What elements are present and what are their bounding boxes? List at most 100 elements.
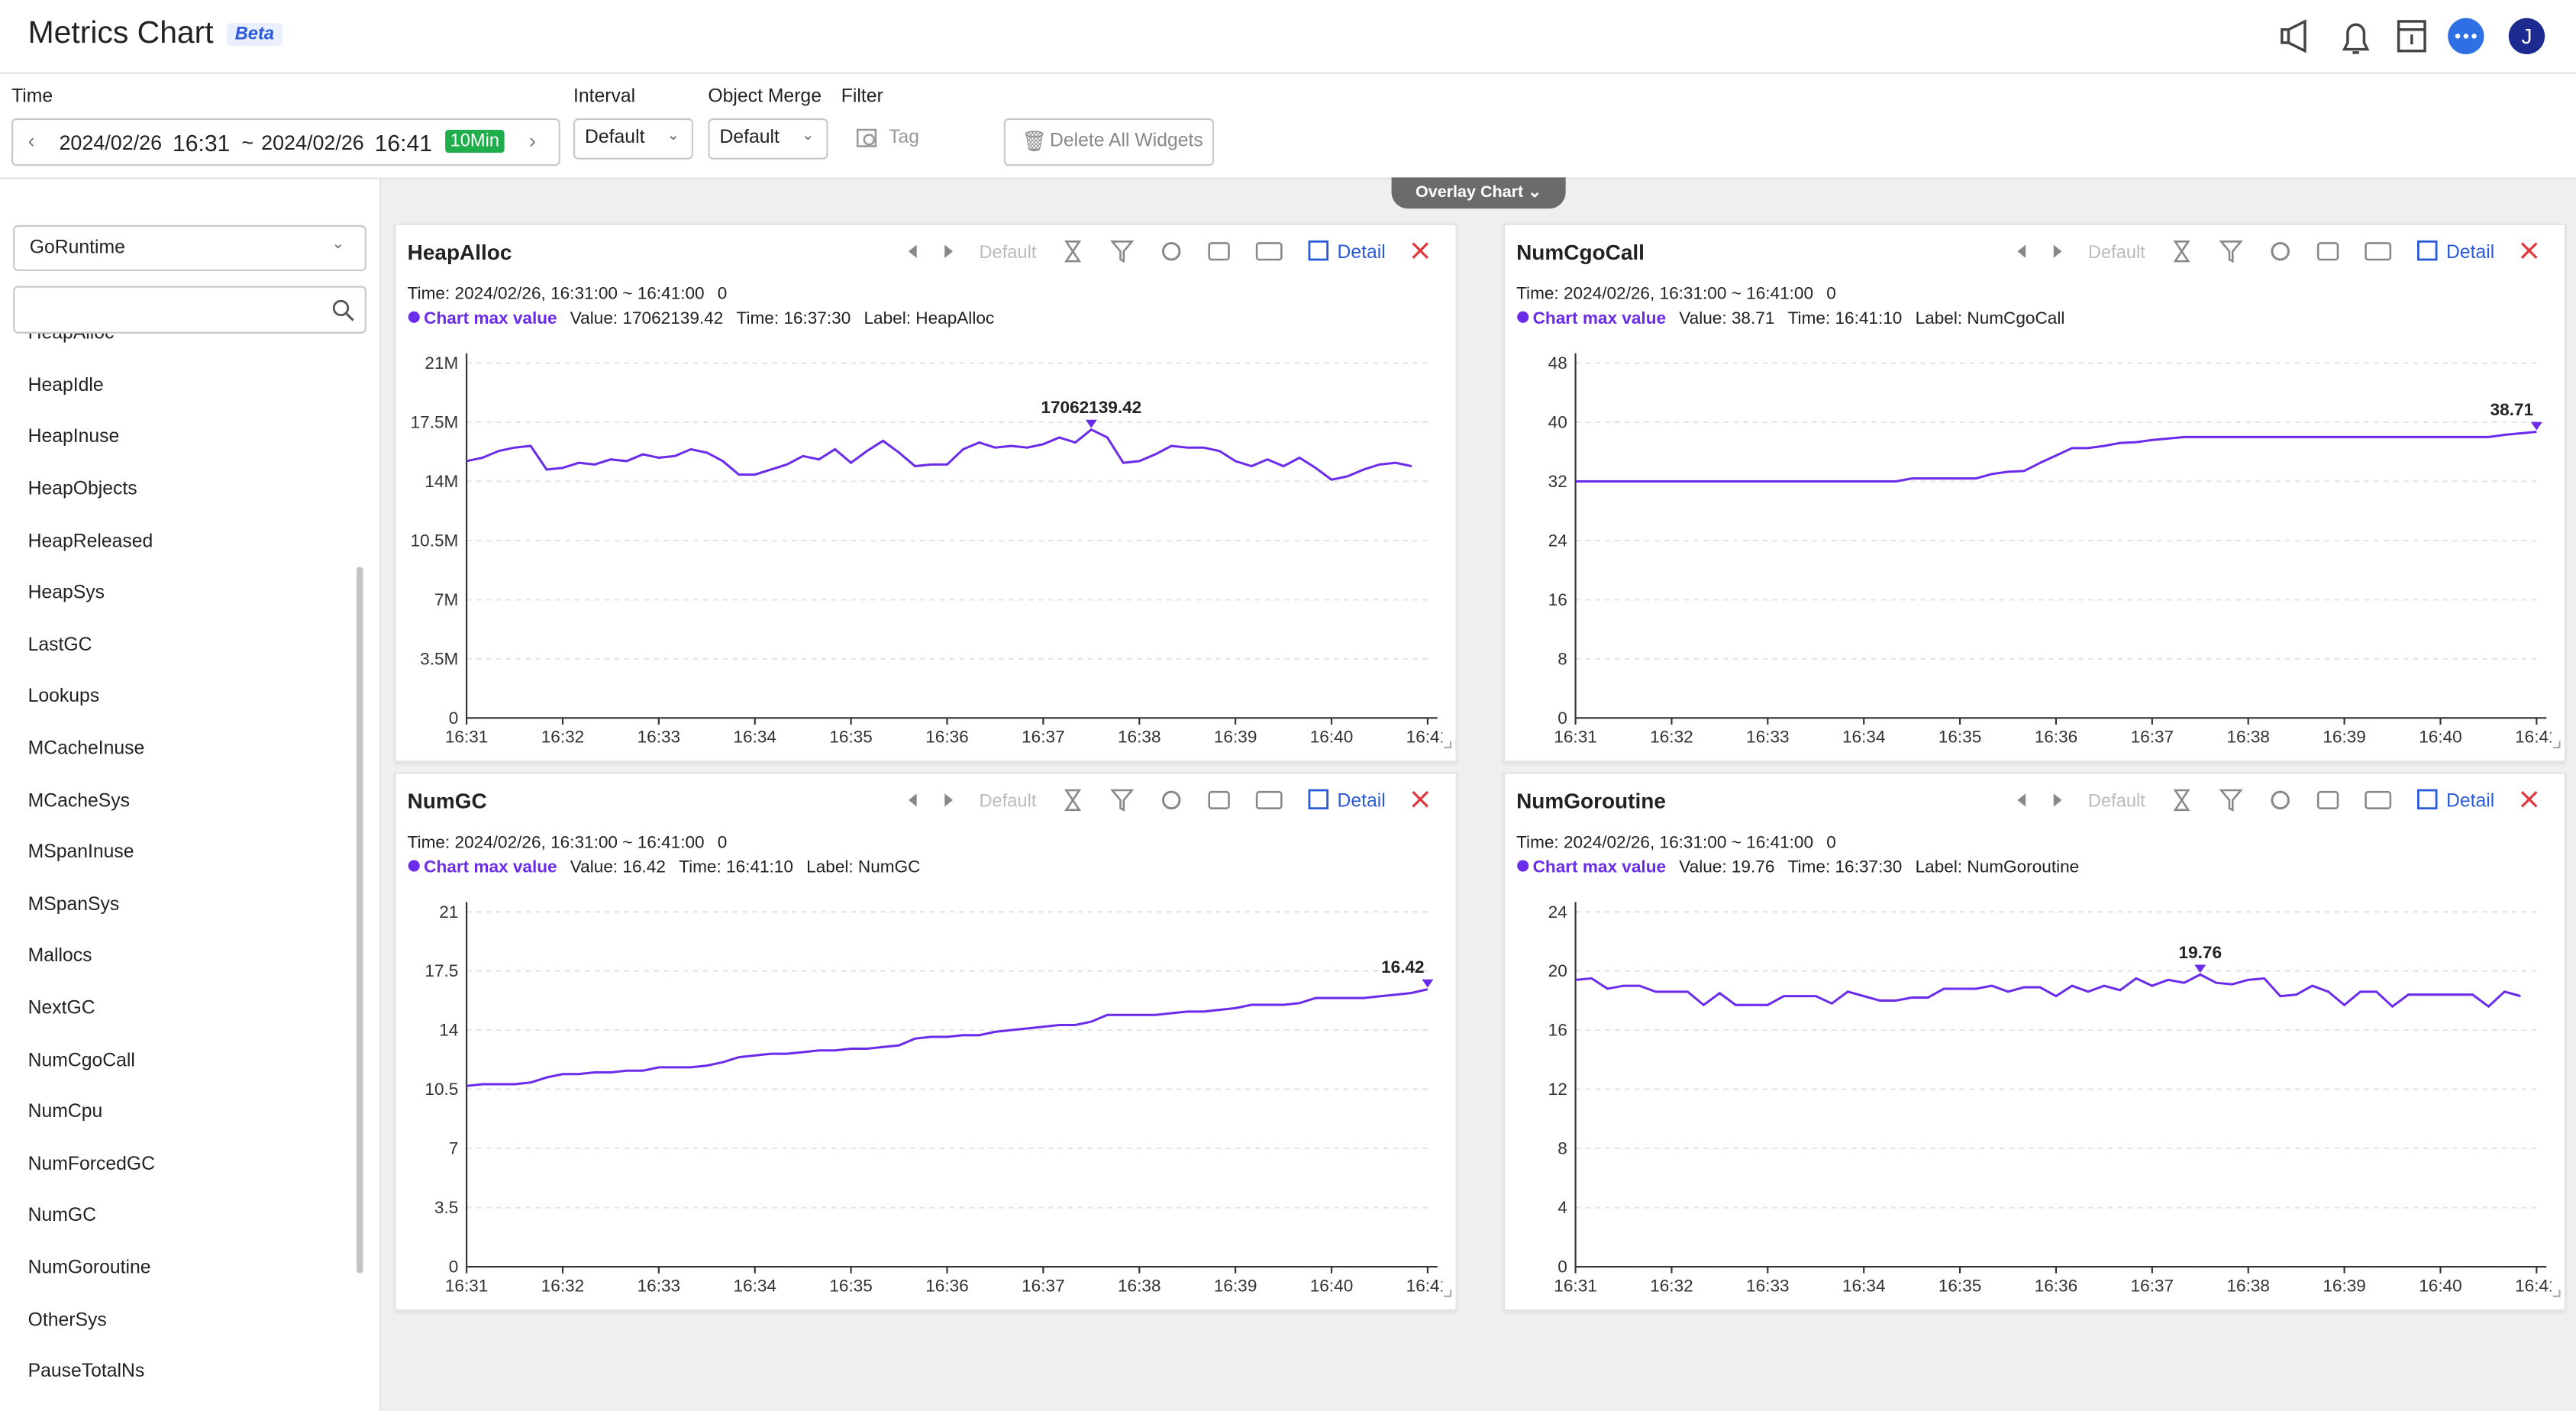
close-icon[interactable] xyxy=(2520,791,2538,808)
metric-item[interactable]: PauseTotalNs xyxy=(27,1362,145,1383)
settings-icon[interactable] xyxy=(2271,241,2290,261)
prev-icon[interactable] xyxy=(2017,793,2026,807)
y-tick-label: 21M xyxy=(424,354,458,373)
metric-item[interactable]: HeapIdle xyxy=(27,376,104,396)
next-icon[interactable] xyxy=(944,244,954,258)
default-button[interactable]: Default xyxy=(979,792,1036,812)
prev-icon[interactable] xyxy=(908,793,917,807)
chevron: ⌄ xyxy=(331,234,344,252)
hourglass-icon[interactable] xyxy=(2173,241,2190,263)
search-box[interactable] xyxy=(13,286,366,334)
detail-icon[interactable] xyxy=(1308,240,1329,261)
capture-icon[interactable] xyxy=(1208,790,1230,809)
detail-icon[interactable] xyxy=(2417,789,2438,810)
max-detail: Value: 38.71 xyxy=(1679,308,1774,328)
resize-handle[interactable] xyxy=(1444,741,1452,749)
capture-icon[interactable] xyxy=(2316,790,2339,809)
next-icon[interactable] xyxy=(2053,793,2062,807)
filter-icon[interactable] xyxy=(1110,789,1135,812)
time-picker[interactable]: ‹ 2024/02/26 16:31 ~ 2024/02/26 16:41 10… xyxy=(11,118,560,166)
count: 0 xyxy=(1826,284,1836,303)
header-icons[interactable]: J xyxy=(2275,13,2563,59)
metric-item[interactable]: NextGC xyxy=(27,999,95,1019)
legend-dot xyxy=(1517,311,1529,323)
capture-icon[interactable] xyxy=(2316,242,2339,261)
metric-item[interactable]: HeapSys xyxy=(27,583,105,604)
filter-icon[interactable] xyxy=(2219,789,2243,812)
csv-icon[interactable] xyxy=(1255,242,1283,261)
detail-button[interactable]: Detail xyxy=(2446,242,2494,263)
detail-icon[interactable] xyxy=(1308,789,1329,810)
detail-button[interactable]: Detail xyxy=(2446,791,2494,812)
metric-item[interactable]: NumGC xyxy=(27,1206,96,1227)
overlay-chart-button[interactable]: Overlay Chart ⌄ xyxy=(1391,177,1566,209)
hourglass-icon[interactable] xyxy=(1064,789,1082,812)
filter-icon[interactable] xyxy=(2219,241,2243,263)
settings-icon[interactable] xyxy=(1161,241,1181,261)
metric-item[interactable]: Mallocs xyxy=(27,947,92,967)
resize-handle[interactable] xyxy=(1444,1290,1452,1297)
prev-icon[interactable] xyxy=(908,244,917,258)
metric-item[interactable]: NumGoroutine xyxy=(27,1258,151,1279)
tag-filter[interactable]: Tag xyxy=(889,128,920,148)
metric-item[interactable]: HeapReleased xyxy=(27,531,153,552)
metric-item[interactable]: Lookups xyxy=(27,687,100,708)
close-icon[interactable] xyxy=(1412,242,1429,259)
metric-item[interactable]: NumForcedGC xyxy=(27,1154,155,1175)
interval-value: Default xyxy=(585,128,645,148)
csv-icon[interactable] xyxy=(1255,790,1283,809)
max-detail: Value: 16.42 xyxy=(570,857,666,877)
x-tick-label: 16:35 xyxy=(829,728,873,747)
csv-icon[interactable] xyxy=(2365,242,2392,261)
default-button[interactable]: Default xyxy=(2088,792,2145,812)
detail-icon[interactable] xyxy=(2417,240,2438,261)
settings-icon[interactable] xyxy=(1161,790,1181,810)
detail-button[interactable]: Detail xyxy=(1338,242,1386,263)
capture-icon[interactable] xyxy=(1208,242,1230,261)
y-tick-label: 8 xyxy=(1558,1139,1567,1158)
metric-item[interactable]: HeapObjects xyxy=(27,479,137,500)
metric-item[interactable]: MSpanSys xyxy=(27,895,120,915)
hourglass-icon[interactable] xyxy=(1064,241,1082,263)
metric-item[interactable]: NumCgoCall xyxy=(27,1051,135,1071)
prev-arrow[interactable]: ‹ xyxy=(27,129,35,153)
next-icon[interactable] xyxy=(944,793,954,807)
scrollbar[interactable] xyxy=(356,567,363,1274)
metric-item[interactable]: MCacheSys xyxy=(27,791,130,812)
resize-handle[interactable] xyxy=(2552,1290,2561,1297)
delete-all-button[interactable]: 🗑 Delete All Widgets xyxy=(1003,118,1215,166)
close-icon[interactable] xyxy=(1412,791,1429,808)
interval-select[interactable]: Default ⌄ xyxy=(573,118,694,160)
avatar-initial[interactable]: J xyxy=(2521,24,2532,48)
next-arrow[interactable]: › xyxy=(528,129,536,153)
separator: ~ xyxy=(241,131,254,155)
metric-item[interactable]: MSpanInuse xyxy=(27,843,134,864)
metric-item[interactable]: MCacheInuse xyxy=(27,739,145,760)
merge-select[interactable]: Default ⌄ xyxy=(708,118,828,160)
delete-label: Delete All Widgets xyxy=(1049,131,1203,151)
metric-item[interactable]: OtherSys xyxy=(27,1310,107,1331)
settings-icon[interactable] xyxy=(2271,790,2290,810)
metric-item[interactable]: LastGC xyxy=(27,635,92,656)
y-tick-label: 20 xyxy=(1548,961,1567,980)
csv-icon[interactable] xyxy=(2365,790,2392,809)
metric-select[interactable]: GoRuntime ⌄ xyxy=(13,224,366,272)
next-icon[interactable] xyxy=(2053,244,2062,258)
prev-icon[interactable] xyxy=(2017,244,2026,258)
hourglass-icon[interactable] xyxy=(2173,789,2190,812)
filter-icon[interactable] xyxy=(1110,241,1135,263)
series-line xyxy=(1575,973,2521,1009)
default-button[interactable]: Default xyxy=(2088,243,2145,263)
date-from: 2024/02/26 xyxy=(59,131,163,155)
detail-button[interactable]: Detail xyxy=(1338,791,1386,812)
x-tick-label: 16:34 xyxy=(1842,1276,1886,1295)
resize-handle[interactable] xyxy=(2552,741,2561,749)
metric-item[interactable]: NumCpu xyxy=(27,1103,103,1123)
y-tick-label: 7 xyxy=(449,1139,459,1158)
metric-item[interactable]: HeapAlloc xyxy=(27,333,115,344)
chart-panel: HeapAlloc Default Detail Time: 2024/02/26, … xyxy=(394,223,1457,763)
close-icon[interactable] xyxy=(2520,242,2538,259)
metric-item[interactable]: HeapInuse xyxy=(27,428,120,448)
tag-icon[interactable] xyxy=(856,128,882,151)
default-button[interactable]: Default xyxy=(979,243,1036,263)
